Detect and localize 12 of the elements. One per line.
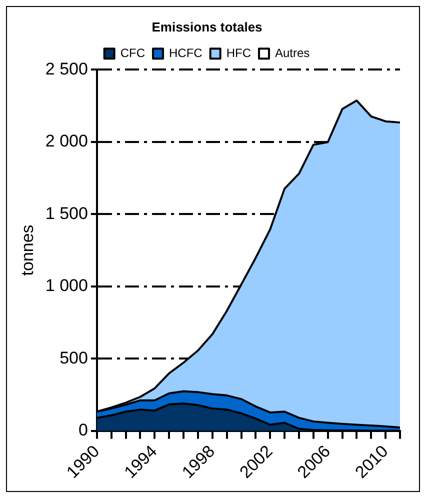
legend-label: CFC [120, 46, 146, 60]
legend-label: Autres [274, 46, 310, 60]
y-tick-label: 500 [60, 348, 88, 368]
y-axis-title: tonnes [18, 224, 37, 276]
y-tick-label: 2 500 [45, 59, 88, 78]
chart-title: Emissions totales [152, 19, 262, 34]
y-tick-label: 1 500 [45, 204, 88, 223]
legend-label: HFC [226, 46, 252, 60]
legend-label: HCFC [168, 46, 203, 60]
y-tick-label: 1 000 [45, 276, 88, 296]
y-tick-label: 0 [78, 420, 88, 440]
y-tick-label: 2 000 [45, 132, 88, 151]
